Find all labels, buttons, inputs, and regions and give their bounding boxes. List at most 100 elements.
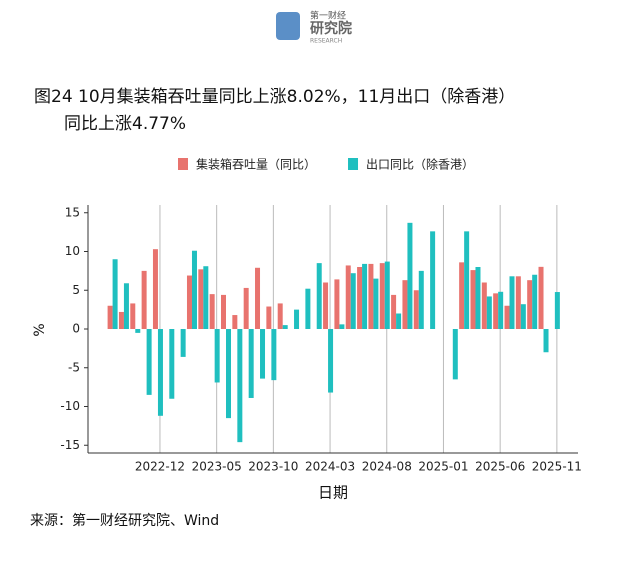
bar bbox=[391, 294, 397, 329]
legend-label: 出口同比（除香港） bbox=[366, 157, 474, 172]
bar bbox=[407, 222, 413, 329]
bar bbox=[475, 267, 481, 329]
bar bbox=[470, 270, 476, 329]
bar bbox=[413, 290, 419, 329]
bar bbox=[107, 305, 113, 329]
bar bbox=[350, 273, 356, 329]
y-axis-label: % bbox=[32, 323, 48, 336]
source: 来源：第一财经研究院、Wind bbox=[30, 512, 219, 529]
bar bbox=[357, 267, 363, 329]
y-tick-label: 0 bbox=[72, 322, 80, 336]
bar bbox=[373, 278, 379, 329]
logo-brand: 第一财经 bbox=[310, 10, 346, 22]
bar bbox=[232, 315, 238, 329]
bar bbox=[402, 280, 408, 329]
bar bbox=[255, 267, 261, 329]
x-tick-label: 2023-10 bbox=[248, 460, 298, 474]
bar bbox=[452, 329, 458, 380]
bar bbox=[186, 275, 192, 329]
bar bbox=[339, 324, 345, 329]
bar bbox=[520, 304, 526, 329]
x-tick-label: 2025-11 bbox=[532, 460, 582, 474]
bar bbox=[152, 249, 158, 329]
bar bbox=[169, 329, 175, 399]
bar bbox=[198, 269, 204, 329]
bar bbox=[130, 303, 136, 329]
y-tick-label: -15 bbox=[60, 438, 80, 452]
bar bbox=[214, 329, 220, 383]
bar bbox=[459, 262, 465, 329]
bar bbox=[486, 296, 492, 329]
bar bbox=[396, 313, 402, 329]
bar bbox=[481, 282, 487, 329]
chart-title: 图24 10月集装箱吞吐量同比上涨8.02%，11月出口（除香港） bbox=[34, 87, 515, 107]
bar bbox=[493, 293, 499, 329]
bar bbox=[112, 259, 118, 329]
legend-swatch bbox=[348, 158, 359, 170]
bar bbox=[191, 250, 197, 329]
bar bbox=[271, 329, 277, 381]
x-tick-label: 2024-08 bbox=[362, 460, 412, 474]
bar bbox=[334, 279, 340, 329]
y-tick-label: 5 bbox=[72, 283, 80, 297]
bar bbox=[316, 263, 322, 329]
bar bbox=[266, 306, 272, 329]
bar bbox=[221, 294, 226, 329]
x-tick-label: 2025-01 bbox=[418, 460, 468, 474]
legend-label: 集装箱吞吐量（同比） bbox=[196, 157, 316, 172]
bar bbox=[498, 291, 504, 329]
bar bbox=[368, 263, 374, 329]
bar bbox=[146, 329, 152, 395]
bar bbox=[260, 329, 266, 379]
bar bbox=[384, 261, 390, 329]
x-axis-label: 日期 bbox=[318, 484, 348, 502]
bar bbox=[362, 263, 368, 329]
bar bbox=[305, 288, 311, 329]
bar bbox=[294, 309, 300, 329]
bar bbox=[323, 282, 329, 329]
x-tick-label: 2024-03 bbox=[305, 460, 355, 474]
bar bbox=[532, 274, 538, 329]
bar bbox=[243, 287, 249, 329]
x-tick-label: 2022-12 bbox=[135, 460, 185, 474]
legend-swatch bbox=[178, 158, 188, 170]
bar bbox=[282, 325, 288, 329]
bar bbox=[509, 276, 515, 329]
bar bbox=[379, 263, 385, 329]
y-tick-label: -5 bbox=[68, 360, 80, 374]
logo-sub: RESEARCH bbox=[310, 38, 342, 45]
y-tick-label: 10 bbox=[65, 244, 80, 258]
bar bbox=[543, 329, 549, 353]
bar bbox=[538, 266, 544, 329]
bar bbox=[504, 305, 510, 329]
bar bbox=[118, 311, 124, 329]
bar bbox=[345, 265, 351, 329]
x-tick-label: 2023-05 bbox=[192, 460, 242, 474]
bar bbox=[141, 270, 147, 329]
logo: 第一财经 研究院 RESEARCH bbox=[276, 10, 352, 45]
bar bbox=[515, 276, 521, 329]
bar bbox=[554, 292, 560, 329]
bar bbox=[237, 329, 243, 443]
bar bbox=[157, 329, 163, 416]
chart-title-2: 同比上涨4.77% bbox=[64, 114, 186, 134]
bar bbox=[527, 280, 533, 329]
bar bbox=[135, 329, 141, 333]
bar bbox=[430, 231, 436, 329]
bar bbox=[180, 329, 186, 357]
bar bbox=[203, 266, 209, 329]
bar bbox=[123, 283, 129, 329]
y-tick-label: 15 bbox=[65, 205, 80, 219]
x-tick-label: 2025-06 bbox=[475, 460, 525, 474]
bar bbox=[209, 294, 215, 329]
bar bbox=[464, 231, 470, 329]
bar bbox=[418, 270, 424, 329]
bar bbox=[328, 329, 334, 393]
bar bbox=[248, 329, 254, 398]
y-tick-label: -10 bbox=[60, 399, 80, 413]
bar bbox=[226, 329, 231, 419]
logo-name: 研究院 bbox=[310, 20, 352, 37]
bar bbox=[277, 303, 283, 329]
